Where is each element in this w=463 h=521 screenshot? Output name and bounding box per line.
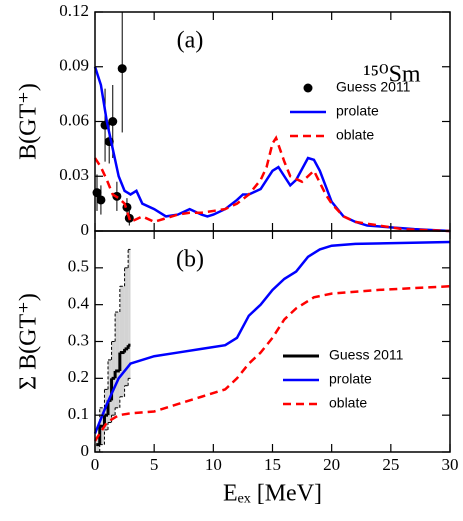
x-tick-label: 20 [323, 455, 340, 474]
y-tick-label: 0.03 [59, 165, 89, 184]
x-tick-label: 30 [442, 455, 459, 474]
legend-label: Guess 2011 [336, 79, 411, 95]
y-tick-label: 0.2 [68, 367, 89, 386]
plot-frame [94, 11, 451, 232]
data-point [117, 64, 127, 74]
legend-label: prolate [329, 371, 372, 387]
y-tick-label: 0 [81, 441, 90, 460]
line-oblate [93, 285, 451, 442]
plot-frame [94, 230, 451, 453]
y-tick-label: 0.06 [59, 110, 89, 129]
y-axis-label: B(GT⁺) [16, 83, 42, 160]
x-axis-label: Eₑₓ [MeV] [223, 481, 322, 507]
y-tick-label: 0.09 [59, 56, 89, 75]
y-tick-label: 0.1 [68, 404, 89, 423]
x-tick-label: 5 [150, 455, 159, 474]
legend-label: oblate [329, 395, 367, 411]
x-tick-label: 10 [205, 455, 222, 474]
legend-label: prolate [336, 103, 379, 119]
y-axis-label: Σ B(GT⁺) [16, 293, 42, 390]
uncertainty-band [124, 267, 129, 386]
x-tick-label: 25 [382, 455, 399, 474]
data-point [108, 117, 118, 126]
x-tick-label: 15 [264, 455, 281, 474]
line-prolate [93, 66, 451, 233]
data-point [96, 195, 106, 205]
y-tick-label: 0.3 [68, 330, 89, 349]
panel-label: (b) [176, 247, 204, 273]
line-prolate [93, 240, 451, 435]
uncertainty-band [108, 359, 112, 423]
x-tick-label: 0 [91, 455, 100, 474]
uncertainty-band [104, 389, 109, 430]
y-tick-label: 0.12 [59, 1, 89, 20]
panel-label: (a) [177, 28, 204, 54]
y-tick-label: 0 [81, 220, 90, 239]
legend-marker [303, 83, 313, 93]
annotation: ¹⁵⁰Sm [363, 62, 421, 88]
uncertainty-band [128, 249, 131, 379]
legend-label: oblate [336, 127, 374, 143]
y-tick-label: 0.4 [68, 294, 90, 313]
uncertainty-band [119, 286, 125, 397]
y-tick-label: 0.5 [68, 257, 89, 276]
legend-label: Guess 2011 [329, 347, 404, 363]
uncertainty-band [115, 312, 120, 408]
line-oblate [93, 135, 451, 233]
